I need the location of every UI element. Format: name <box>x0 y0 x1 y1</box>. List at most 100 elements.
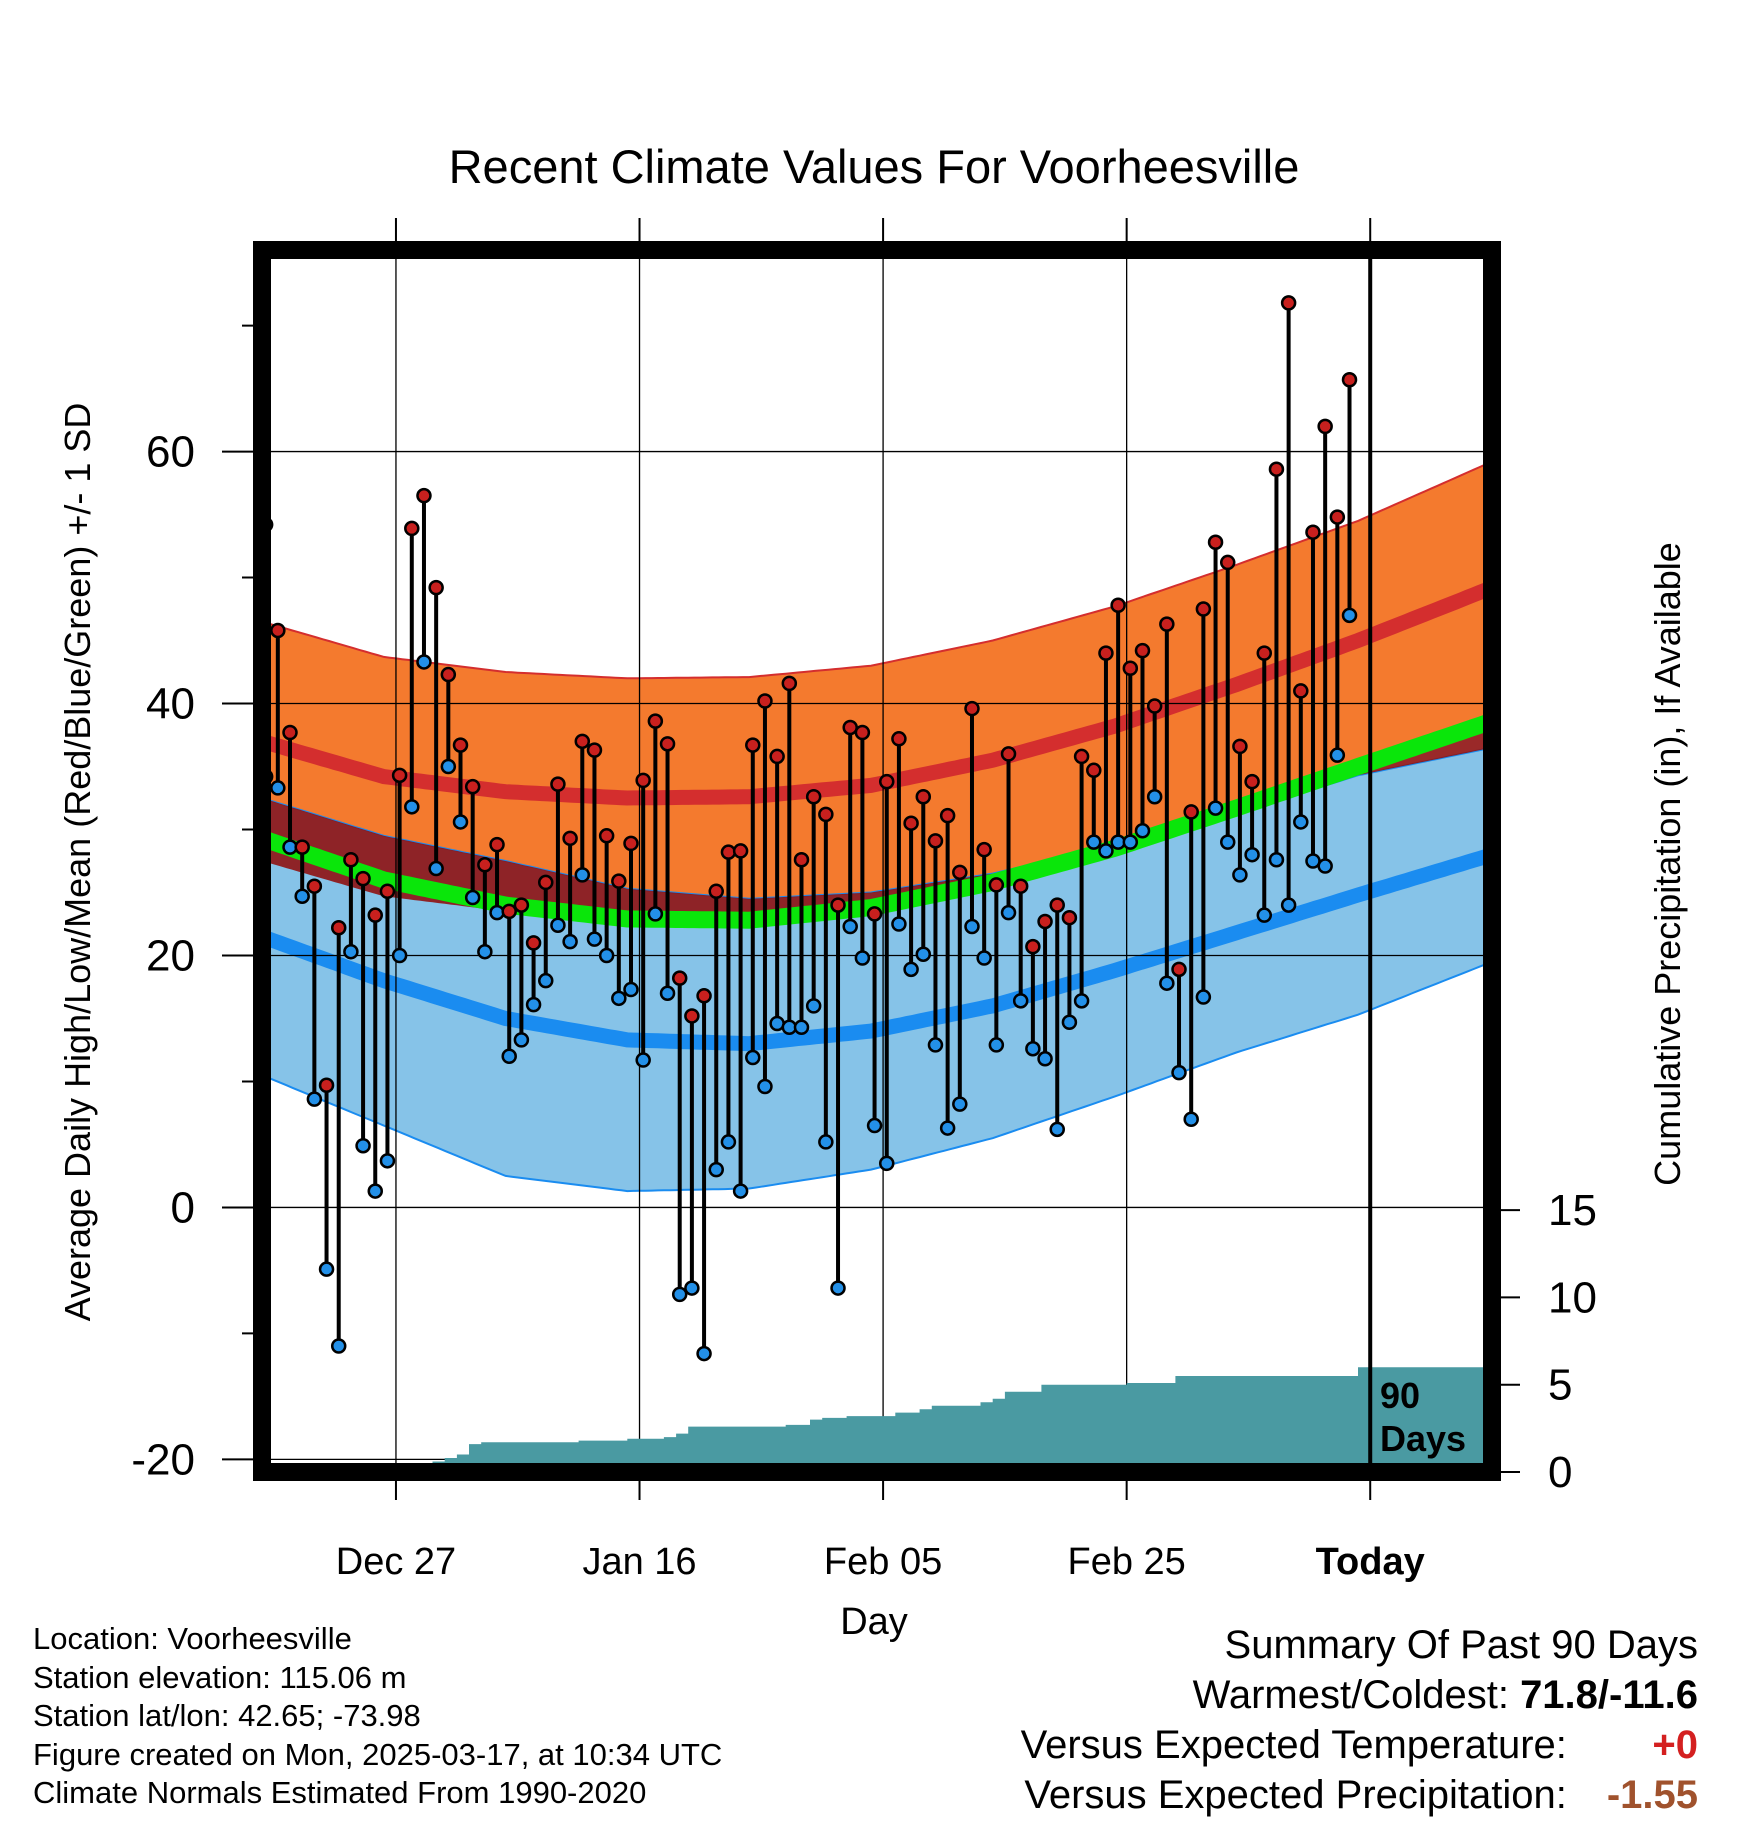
today-days-label-line2: Days <box>1380 1418 1466 1459</box>
obs-high-point <box>489 836 505 853</box>
obs-low-point <box>355 1137 371 1154</box>
low-normal-line <box>262 847 1492 1052</box>
y-tick-label-0: -20 <box>131 1435 195 1484</box>
obs-low-point <box>732 1183 749 1199</box>
obs-high-point <box>976 841 992 858</box>
obs-high-point <box>1061 909 1078 926</box>
obs-high-point <box>1037 913 1053 930</box>
obs-low-point <box>611 990 627 1007</box>
obs-high-point <box>769 748 785 765</box>
obs-high-point <box>732 843 749 859</box>
obs-high-point <box>525 935 542 951</box>
obs-low-point <box>440 758 457 775</box>
obs-high-point <box>781 675 798 692</box>
x-tick-label-1: Jan 16 <box>582 1541 696 1583</box>
y-tick-label-4: 60 <box>146 428 195 477</box>
obs-low-point <box>818 1134 834 1150</box>
obs-high-point <box>659 736 676 752</box>
obs-high-point <box>1232 738 1248 755</box>
obs-low-point <box>1098 843 1114 859</box>
obs-low-point <box>391 947 408 964</box>
gridlines <box>262 250 1492 1472</box>
obs-low-point <box>501 1048 517 1065</box>
obs-low-point <box>1086 834 1102 850</box>
precip-anomaly-label: Versus Expected Precipitation: <box>1024 1773 1567 1817</box>
obs-high-point <box>805 789 822 805</box>
obs-low-point <box>915 946 932 962</box>
obs-high-point <box>611 873 627 889</box>
obs-low-point <box>964 918 980 935</box>
obs-low-point <box>1049 1121 1065 1138</box>
obs-high-point <box>696 988 712 1004</box>
x-axis: Dec 27 Jan 16 Feb 05 Feb 25 Today <box>336 1472 1425 1583</box>
y-axis-right: 0 5 10 15 <box>1492 1186 1597 1497</box>
obs-low-point <box>562 933 578 950</box>
obs-high-point <box>355 870 371 887</box>
obs-high-point <box>294 839 310 855</box>
obs-low-point <box>367 1183 384 1199</box>
obs-high-point <box>1012 878 1029 894</box>
obs-high-point <box>854 724 871 741</box>
obs-low-point <box>903 961 919 978</box>
obs-high-point <box>452 737 469 753</box>
obs-high-point <box>586 742 603 758</box>
created-text: Figure created on Mon, 2025-03-17, at 10… <box>33 1736 723 1772</box>
obs-high-point <box>1134 642 1151 659</box>
obs-low-point <box>927 1037 944 1053</box>
obs-low-point <box>1256 907 1273 923</box>
obs-low-point <box>1012 993 1029 1009</box>
obs-high-point <box>1341 372 1358 388</box>
obs-low-point <box>1244 846 1260 863</box>
obs-low-point <box>793 1019 810 1036</box>
obs-low-point <box>1122 834 1139 850</box>
obs-high-point <box>550 776 566 792</box>
elevation-text: Station elevation: 115.06 m <box>33 1659 407 1695</box>
obs-high-point <box>416 487 432 504</box>
precip-anomaly-row: Versus Expected Precipitation: -1.55 <box>1021 1770 1698 1820</box>
obs-high-point <box>1317 418 1333 435</box>
obs-high-point <box>745 737 761 753</box>
obs-high-point <box>1110 597 1126 614</box>
obs-low-point <box>1280 897 1297 913</box>
x-tick-label-0: Dec 27 <box>336 1541 456 1583</box>
obs-high-point <box>1000 746 1017 762</box>
obs-low-point <box>379 1153 396 1169</box>
obs-high-point <box>318 1077 335 1093</box>
obs-low-point <box>404 799 420 815</box>
obs-high-point <box>988 877 1005 893</box>
obs-high-point <box>1183 804 1199 820</box>
obs-low-point <box>854 950 871 966</box>
temp-anomaly-label: Versus Expected Temperature: <box>1020 1723 1567 1767</box>
y-axis-left: -20 0 20 40 60 <box>131 324 262 1484</box>
obs-low-point <box>1341 607 1358 624</box>
obs-high-point <box>830 897 846 913</box>
y-tick-label-1: 0 <box>171 1183 195 1232</box>
obs-low-point <box>1171 1064 1187 1081</box>
x-axis-label: Day <box>840 1601 908 1643</box>
normals-text: Climate Normals Estimated From 1990-2020 <box>33 1775 647 1810</box>
obs-low-point <box>647 906 664 922</box>
y-tick-label-2: 20 <box>146 931 195 980</box>
x-tick-label-2: Feb 05 <box>824 1541 942 1583</box>
station-info: Location: Voorheesville Station elevatio… <box>33 1620 722 1813</box>
obs-low-point <box>988 1037 1005 1053</box>
obs-high-point <box>1098 645 1114 661</box>
obs-low-point <box>1317 858 1333 874</box>
obs-low-point <box>976 950 992 966</box>
obs-high-point <box>391 767 408 784</box>
today-days-label-line1: 90 <box>1380 1375 1420 1416</box>
y-axis-label: Average Daily High/Low/Mean (Red/Blue/Gr… <box>57 403 98 1322</box>
obs-high-point <box>367 907 384 923</box>
today-days-label: 90 Days <box>1380 1375 1466 1459</box>
precip-anomaly-value: -1.55 <box>1606 1773 1698 1817</box>
obs-low-point <box>671 1286 688 1303</box>
obs-high-point <box>404 520 420 537</box>
obs-low-point <box>1037 1051 1053 1067</box>
obs-high-point <box>538 874 554 891</box>
warmest-coldest-row: Warmest/Coldest: 71.8/-11.6 <box>1021 1670 1698 1720</box>
obs-high-point <box>903 815 919 831</box>
obs-low-point <box>343 943 359 960</box>
obs-low-point <box>757 1078 773 1095</box>
obs-high-point <box>343 851 359 868</box>
obs-high-point <box>513 897 530 913</box>
